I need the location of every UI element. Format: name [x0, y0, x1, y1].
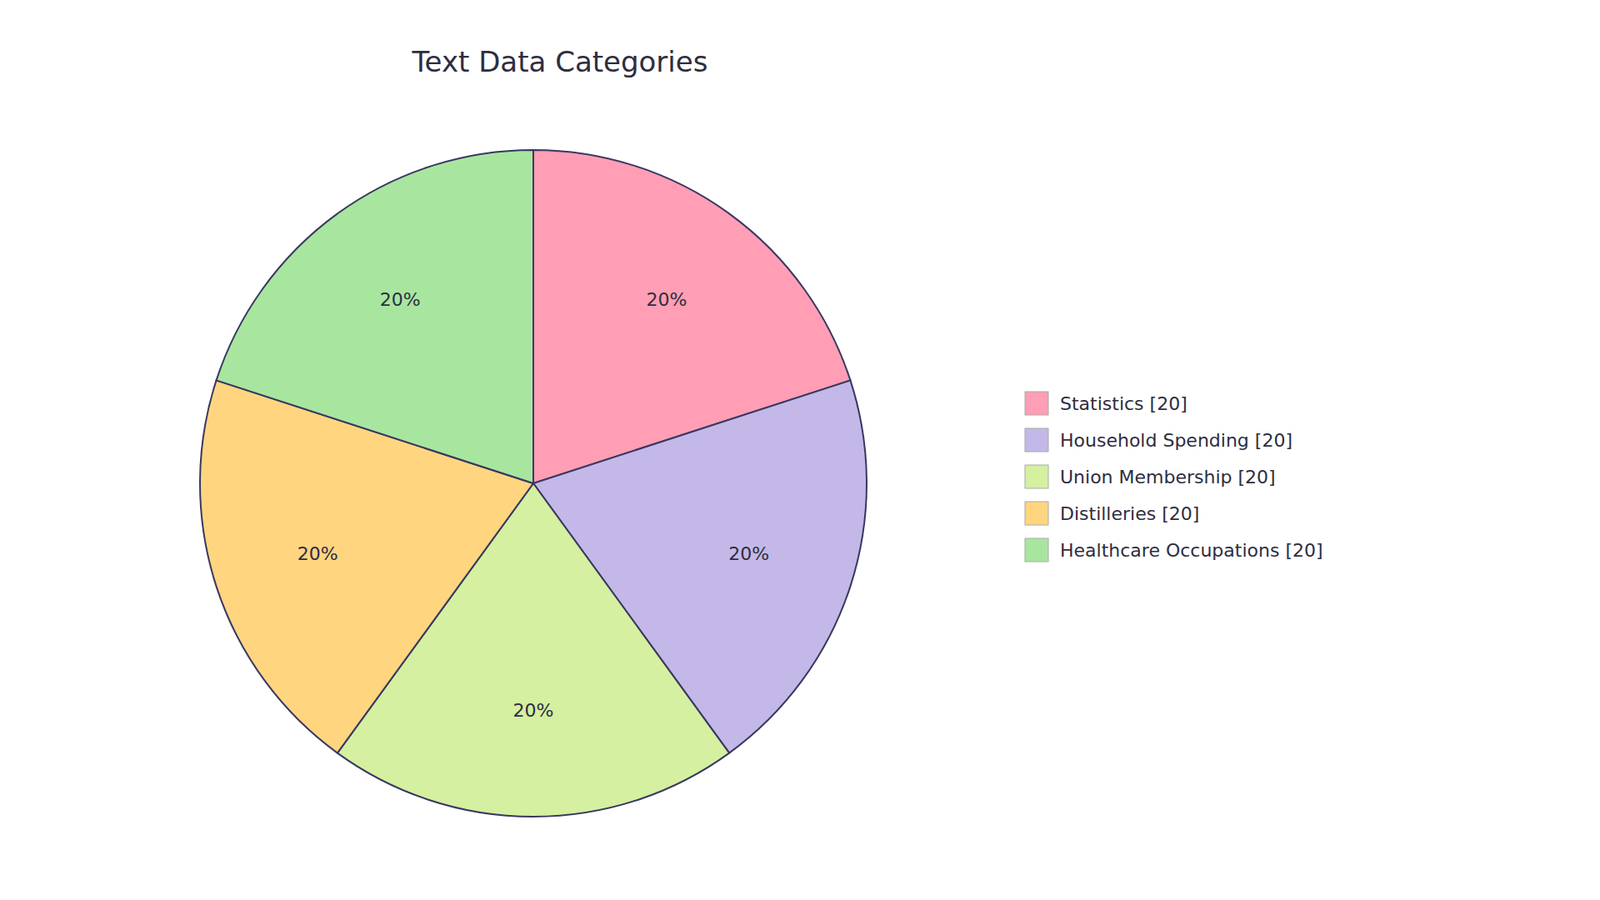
- legend-item: Distilleries [20]: [1025, 501, 1200, 525]
- legend-item: Healthcare Occupations [20]: [1025, 538, 1324, 562]
- chart: Text Data Categories 20% 20% 20% 20% 20% Stati…: [0, 0, 1600, 900]
- legend-item: Statistics [20]: [1025, 391, 1188, 415]
- data-label: 20%: [728, 543, 770, 565]
- title: Text Data Categories: [411, 45, 709, 79]
- legend-swatch: [1025, 538, 1049, 562]
- legend-label: Distilleries [20]: [1060, 503, 1200, 525]
- data-label: 20%: [513, 700, 555, 721]
- data-label: 20%: [297, 543, 339, 565]
- legend-label: Household Spending [20]: [1060, 430, 1293, 451]
- legend-item: Household Spending [20]: [1025, 428, 1293, 452]
- legend-swatch: [1025, 391, 1049, 415]
- legend-label: Healthcare Occupations [20]: [1060, 540, 1324, 561]
- data-label: 20%: [645, 289, 687, 310]
- data-label: 20%: [380, 289, 421, 310]
- legend: Statistics [20] Household Spending [20] Un…: [1025, 391, 1324, 562]
- pie: [200, 150, 867, 817]
- legend-item: Union Membership [20]: [1025, 465, 1276, 489]
- data-labels: 20% 20% 20% 20% 20%: [297, 289, 770, 720]
- legend-label: Union Membership [20]: [1060, 466, 1276, 488]
- legend-swatch: [1025, 501, 1049, 525]
- legend-swatch: [1025, 465, 1049, 489]
- legend-swatch: [1025, 428, 1049, 452]
- pie-slice: [216, 150, 534, 484]
- legend-label: Statistics [20]: [1060, 393, 1188, 415]
